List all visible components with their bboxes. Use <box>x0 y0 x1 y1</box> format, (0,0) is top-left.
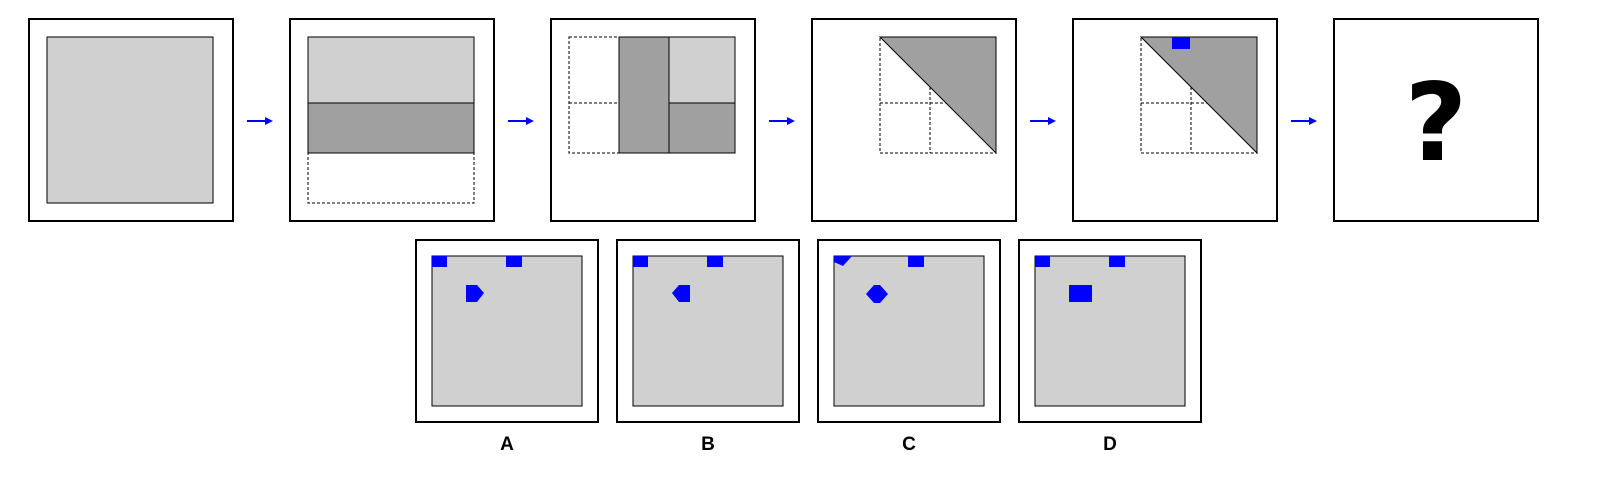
arrow-3 <box>769 117 795 125</box>
option-d-hole-center <box>1069 285 1092 302</box>
option-c-hole-center <box>866 285 888 303</box>
arrow-4 <box>1030 117 1056 125</box>
step-2-folded-band <box>307 102 475 154</box>
arrow-3-head <box>787 117 795 125</box>
step-4-panel <box>811 18 1017 222</box>
option-a-hole-top-left <box>432 256 447 267</box>
question-mark: ? <box>1405 61 1468 186</box>
option-b-paper <box>632 255 784 407</box>
option-c-label: C <box>902 434 916 455</box>
option-b[interactable]: B <box>616 239 800 455</box>
step-1-panel <box>28 18 234 222</box>
option-c-hole-top-mid <box>908 256 924 267</box>
step-5-folded-triangle <box>1139 36 1258 155</box>
option-d[interactable]: D <box>1018 239 1202 455</box>
arrow-2-head <box>526 117 534 125</box>
option-d-hole-top-mid <box>1109 256 1125 267</box>
step-2-paper-top <box>307 36 475 104</box>
step-6-frame <box>1333 18 1539 222</box>
option-b-label: B <box>701 434 715 455</box>
step-1-paper <box>46 36 214 204</box>
step-2-fold-outline <box>307 152 475 204</box>
arrow-5-head <box>1309 117 1317 125</box>
step-5-punched-hole <box>1172 37 1190 49</box>
step-3-paper-top-right <box>668 36 736 104</box>
option-a-paper <box>431 255 583 407</box>
option-c-hole-top-left <box>834 256 852 266</box>
option-b-hole-top-mid <box>707 256 723 267</box>
option-b-hole-center <box>672 285 690 302</box>
step-6-panel: ? <box>1333 18 1539 222</box>
option-a[interactable]: A <box>415 239 599 455</box>
option-a-label: A <box>500 434 514 455</box>
option-c[interactable]: C <box>817 239 1001 455</box>
step-2-panel <box>289 18 495 222</box>
step-4-folded-triangle <box>878 36 997 155</box>
arrow-2 <box>508 117 534 125</box>
step-3-panel <box>550 18 756 222</box>
option-d-paper <box>1034 255 1186 407</box>
step-5-panel <box>1072 18 1278 222</box>
option-d-label: D <box>1103 434 1117 455</box>
option-b-hole-top-left <box>633 256 648 267</box>
arrow-1-head <box>265 117 273 125</box>
option-a-hole-top-mid <box>506 256 522 267</box>
arrow-1 <box>247 117 273 125</box>
step-3-folded-strip <box>618 36 670 154</box>
step-3-folded-bottom-right <box>668 102 736 154</box>
option-c-paper <box>833 255 985 407</box>
arrow-5 <box>1291 117 1317 125</box>
arrow-4-head <box>1048 117 1056 125</box>
option-d-hole-top-left <box>1035 256 1050 267</box>
option-a-hole-center <box>466 285 484 302</box>
